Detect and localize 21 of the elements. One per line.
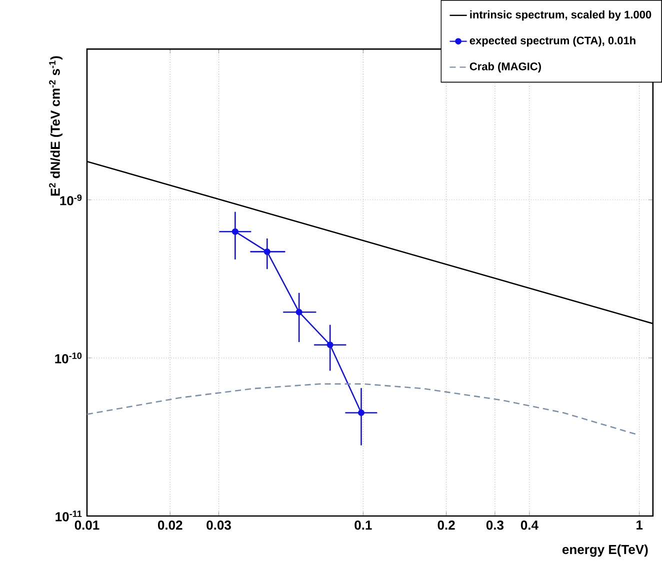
legend-label: Crab (MAGIC): [470, 62, 541, 73]
x-tick-label: 0.03: [206, 520, 231, 530]
point: [264, 248, 270, 255]
x-tick-label: 0.1: [354, 520, 372, 530]
x-tick-label: 0.3: [486, 520, 504, 530]
point: [232, 228, 238, 235]
x-axis-title: energy E(TeV): [562, 544, 648, 557]
y-axis-title: E$^{2}$ dN/dE (TeV cm$^{-2}$ s$^{-1}$): [49, 56, 62, 196]
x-tick-label: 0.2: [438, 520, 455, 530]
legend-label: expected spectrum (CTA), 0.01h: [470, 36, 636, 47]
y-tick-label: 10$^{-11}$: [56, 510, 82, 522]
x-tick-label: 0.02: [158, 520, 182, 530]
x-tick-label: 0.4: [520, 520, 538, 530]
point: [326, 342, 334, 348]
x-tick-label: 0.01: [74, 520, 100, 530]
legend-label: intrinsic spectrum, scaled by 1.000: [470, 10, 652, 21]
y-tick-label: 10$^{-9}$: [60, 194, 82, 206]
x-tick-label: 1: [636, 520, 643, 530]
y-tick-label: 10$^{-10}$: [55, 352, 82, 364]
point: [358, 410, 364, 416]
point: [296, 308, 302, 316]
